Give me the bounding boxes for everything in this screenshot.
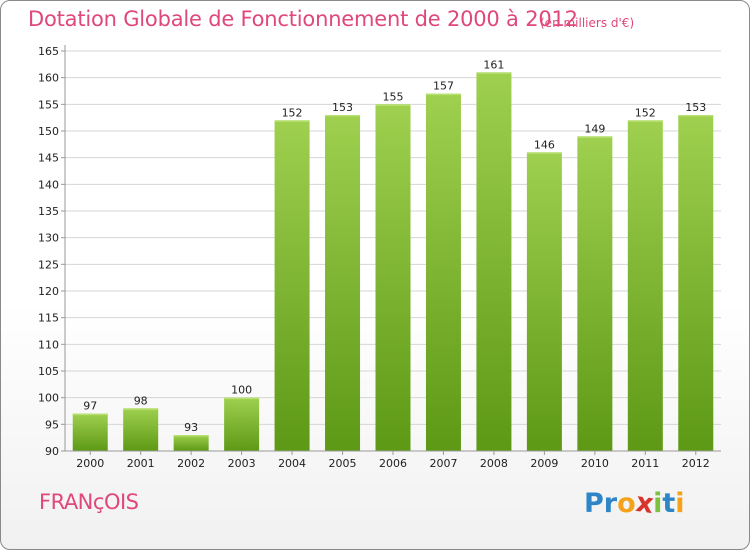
bar-top-edge — [274, 120, 310, 122]
logo-letter: P — [584, 488, 604, 519]
logo-letter: x — [633, 486, 656, 521]
y-tick-labels: 90 95 100 105 110 115 120 125 130 135 140 145 150 155… — [38, 45, 59, 458]
bar-top-edge — [425, 93, 461, 96]
y-tick-label: 135 — [38, 205, 59, 218]
commune-name: FRANçOIS — [39, 490, 139, 514]
bar-top-edge — [224, 397, 260, 400]
bar-top-edge — [72, 413, 108, 416]
data-label: 149 — [584, 122, 605, 135]
bar-top-edge — [627, 120, 663, 122]
data-label: 161 — [483, 58, 504, 71]
bar — [577, 136, 613, 452]
data-label: 155 — [383, 90, 404, 103]
bar — [224, 397, 260, 451]
x-tick-label: 2005 — [329, 457, 357, 470]
x-tick-label: 2002 — [177, 457, 205, 470]
y-tick-label: 120 — [38, 285, 59, 298]
y-tick-label: 100 — [38, 392, 59, 405]
chart-title: Dotation Globale de Fonctionnement de 20… — [28, 7, 578, 31]
bar — [274, 120, 310, 451]
x-tick-label: 2007 — [429, 457, 457, 470]
data-label: 93 — [184, 421, 198, 434]
data-label: 97 — [83, 400, 97, 413]
y-tick-label: 105 — [38, 365, 59, 378]
proxiti-logo: Proxiti — [584, 486, 685, 521]
bar — [173, 435, 209, 451]
x-tick-label: 2008 — [480, 457, 508, 470]
y-tick-label: 130 — [38, 232, 59, 245]
y-tick-label: 110 — [38, 338, 59, 351]
y-tick-label: 115 — [38, 312, 59, 325]
y-tick-label: 145 — [38, 152, 59, 165]
bar-top-edge — [375, 104, 411, 106]
bar — [375, 104, 411, 451]
y-tick-label: 165 — [38, 45, 59, 58]
bar — [526, 152, 562, 452]
bar-top-edge — [173, 435, 209, 437]
bar — [72, 413, 108, 451]
x-tick-label: 2011 — [631, 457, 659, 470]
logo-letter: t — [662, 488, 676, 519]
bar — [123, 408, 159, 451]
data-label: 152 — [635, 106, 656, 119]
data-label: 153 — [332, 101, 353, 114]
bar-top-edge — [678, 115, 714, 117]
y-tick-label: 95 — [45, 418, 59, 431]
x-tick-label: 2004 — [278, 457, 306, 470]
y-tick-label: 125 — [38, 258, 59, 271]
bar — [678, 115, 714, 451]
data-label: 157 — [433, 80, 454, 93]
x-tick-labels: 2000 2001 2002 2003 2004 2005 2006 2007 2008 2009… — [76, 457, 710, 470]
y-tick-label: 140 — [38, 178, 59, 191]
bar-top-edge — [476, 72, 512, 74]
y-tick-label: 90 — [45, 445, 59, 458]
bar-top-edge — [526, 152, 562, 154]
y-tick-label: 155 — [38, 98, 59, 111]
bar-top-edge — [123, 408, 159, 410]
y-tick-label: 160 — [38, 72, 59, 85]
data-label: 146 — [534, 138, 555, 151]
bar — [476, 72, 512, 451]
bar-top-edge — [577, 136, 613, 138]
logo-letter: r — [603, 488, 618, 519]
x-tick-label: 2003 — [228, 457, 256, 470]
x-tick-label: 2001 — [127, 457, 155, 470]
bar — [627, 120, 663, 451]
logo-letter: o — [617, 488, 636, 519]
axes — [61, 45, 721, 455]
data-label: 98 — [134, 394, 148, 407]
x-tick-label: 2010 — [581, 457, 609, 470]
data-label: 153 — [685, 101, 706, 114]
x-tick-label: 2012 — [682, 457, 710, 470]
bar — [425, 93, 461, 452]
logo-letter: i — [675, 488, 685, 519]
x-tick-label: 2006 — [379, 457, 407, 470]
chart-unit: (en milliers d'€) — [540, 16, 635, 30]
data-labels: 97 98 93 100 152 153 155 157 161 146 149 152 153 — [83, 58, 706, 434]
logo-letter: i — [653, 488, 663, 519]
bar — [325, 115, 361, 451]
bar-top-edge — [325, 115, 361, 117]
data-label: 152 — [282, 106, 303, 119]
x-tick-label: 2009 — [530, 457, 558, 470]
data-label: 100 — [231, 384, 252, 397]
bars — [72, 72, 714, 452]
x-tick-label: 2000 — [76, 457, 104, 470]
y-tick-label: 150 — [38, 125, 59, 138]
